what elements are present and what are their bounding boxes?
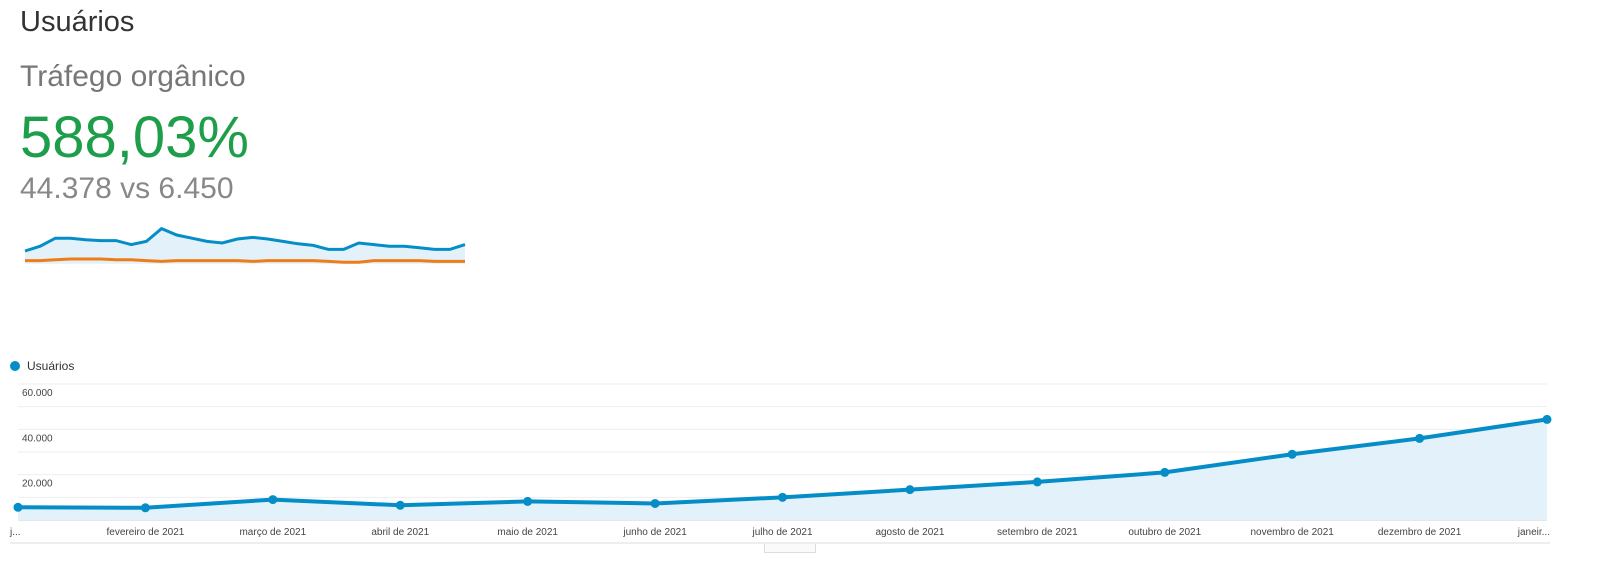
x-tick-label: julho de 2021 bbox=[751, 527, 812, 538]
chart-resize-handle[interactable] bbox=[764, 544, 816, 553]
data-point bbox=[268, 495, 278, 505]
x-tick-label: j... bbox=[9, 527, 21, 538]
y-tick-label: 60.000 bbox=[22, 388, 53, 399]
x-tick-label: maio de 2021 bbox=[497, 527, 558, 538]
data-point bbox=[523, 496, 533, 506]
data-point bbox=[778, 492, 787, 502]
x-tick-label: abril de 2021 bbox=[371, 527, 429, 538]
sparkline-area bbox=[25, 228, 465, 264]
y-tick-label: 40.000 bbox=[22, 433, 53, 444]
area-fill bbox=[18, 419, 1547, 520]
change-percent: 588,03% bbox=[20, 105, 249, 170]
data-point bbox=[650, 498, 660, 508]
legend-label: Usuários bbox=[27, 359, 75, 373]
data-point bbox=[13, 502, 23, 512]
data-point bbox=[1542, 414, 1552, 424]
x-tick-label: janeir... bbox=[1517, 527, 1550, 538]
x-tick-label: novembro de 2021 bbox=[1250, 527, 1334, 538]
x-tick-label: março de 2021 bbox=[239, 527, 306, 538]
data-point bbox=[140, 503, 150, 513]
x-tick-label: fevereiro de 2021 bbox=[106, 527, 184, 538]
page-title: Usuários bbox=[20, 6, 135, 38]
data-point bbox=[1287, 449, 1297, 459]
segment-label: Tráfego orgânico bbox=[20, 60, 246, 93]
data-point bbox=[905, 485, 915, 495]
y-tick-label: 20.000 bbox=[22, 479, 53, 490]
data-point bbox=[1160, 467, 1170, 477]
x-tick-label: agosto de 2021 bbox=[875, 527, 944, 538]
comparison-values: 44.378 vs 6.450 bbox=[20, 172, 234, 205]
data-point bbox=[395, 500, 405, 510]
x-tick-label: junho de 2021 bbox=[622, 527, 687, 538]
sparkline-previous bbox=[25, 257, 465, 264]
x-tick-label: setembro de 2021 bbox=[997, 527, 1078, 538]
chart-legend[interactable]: Usuários bbox=[10, 359, 74, 373]
sparkline-current bbox=[24, 226, 466, 253]
sparkline bbox=[24, 226, 466, 264]
data-point bbox=[1032, 477, 1042, 487]
x-tick-label: outubro de 2021 bbox=[1128, 527, 1201, 538]
legend-dot-icon bbox=[10, 361, 20, 371]
data-point bbox=[1415, 433, 1425, 443]
x-tick-label: dezembro de 2021 bbox=[1378, 527, 1462, 538]
